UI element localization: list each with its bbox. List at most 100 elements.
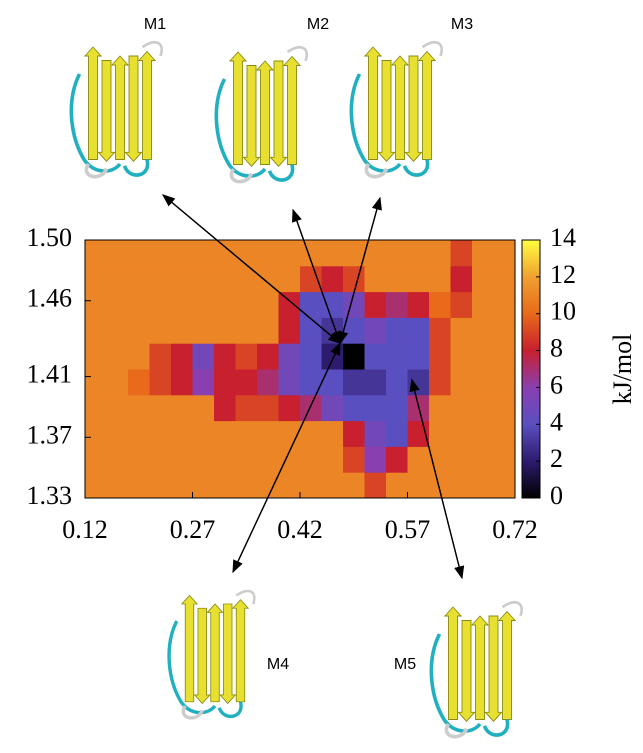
heat-cell: [278, 394, 301, 422]
heat-cell: [300, 265, 322, 293]
heat-cell: [214, 317, 236, 344]
heat-cell: [472, 317, 494, 344]
y-tick-label: 1.33: [27, 481, 73, 510]
heat-cell: [472, 472, 494, 499]
heat-cell: [321, 420, 344, 447]
heat-cell: [257, 317, 279, 344]
heat-cell: [128, 472, 150, 499]
colorbar-tick-label: 0: [550, 481, 563, 510]
beta-strand: [417, 50, 437, 160]
heat-cell: [493, 240, 516, 267]
heat-cell: [128, 369, 150, 396]
heat-cell: [149, 265, 172, 293]
heat-cell: [149, 369, 172, 396]
heat-cell: [364, 317, 387, 344]
heat-cell: [171, 317, 193, 344]
beta-strand: [137, 50, 157, 160]
heat-cell: [85, 343, 107, 370]
heat-cell: [171, 369, 193, 396]
loop: [167, 620, 217, 715]
heat-cell: [192, 240, 215, 267]
heat-cell: [386, 420, 408, 447]
heat-cell: [386, 369, 408, 396]
beta-strand: [231, 599, 250, 703]
beta-strand: [377, 60, 396, 162]
heat-cell: [386, 446, 408, 473]
heat-cell: [300, 369, 322, 396]
heat-cell: [343, 446, 365, 473]
loop: [229, 168, 254, 184]
heat-cell: [364, 291, 387, 318]
beta-strand: [269, 60, 288, 167]
heat-cell: [407, 317, 430, 344]
heat-cell: [407, 291, 430, 318]
heat-cell: [235, 343, 258, 370]
heat-cell: [493, 265, 516, 293]
x-tick-label: 0.12: [62, 515, 108, 544]
loop: [286, 45, 308, 62]
heat-cell: [321, 394, 344, 422]
heat-cell: [278, 472, 301, 499]
heat-cell: [192, 265, 215, 293]
heat-cell: [429, 394, 451, 422]
heat-cell: [343, 343, 365, 370]
heat-cell: [450, 369, 473, 396]
heat-cell: [429, 240, 451, 267]
heat-cell: [450, 291, 473, 318]
heat-cell: [472, 265, 494, 293]
heat-cell: [192, 472, 215, 499]
heat-cell: [386, 343, 408, 370]
heat-cell: [364, 369, 387, 396]
heat-cell: [278, 446, 301, 473]
heat-cell: [450, 343, 473, 370]
heat-cell: [278, 291, 301, 318]
heat-cell: [407, 420, 430, 447]
heat-cell: [300, 291, 322, 318]
y-tick-label: 1.41: [27, 360, 73, 389]
heat-cell: [278, 317, 301, 344]
beta-strand: [457, 620, 476, 722]
beta-strand: [83, 46, 103, 160]
heat-cell: [343, 420, 365, 447]
loop: [444, 723, 469, 739]
heat-cell: [343, 369, 365, 396]
annotation-label: M5: [394, 656, 416, 673]
loop: [421, 40, 443, 57]
heat-cell: [149, 420, 172, 447]
colorbar-tick-label: 12: [550, 260, 576, 289]
heat-cell: [235, 317, 258, 344]
y-tick-label: 1.46: [27, 284, 73, 313]
heat-cell: [149, 291, 172, 318]
heat-cell: [128, 420, 150, 447]
annotation-label: M3: [451, 16, 473, 33]
heat-cell: [149, 317, 172, 344]
loop: [349, 73, 402, 173]
beta-strand: [219, 603, 237, 705]
heat-cell: [343, 472, 365, 499]
heat-cell: [278, 369, 301, 396]
colorbar-tick-label: 2: [550, 444, 563, 473]
x-tick-label: 0.72: [492, 515, 538, 544]
protein-structure: [349, 40, 443, 179]
beta-strand: [255, 60, 275, 165]
beta-strand: [180, 594, 199, 703]
protein-structure: [69, 40, 163, 179]
heat-cell: [192, 369, 215, 396]
heat-cell: [300, 317, 322, 344]
colorbar-tick-label: 14: [550, 223, 576, 252]
heat-cell: [364, 240, 387, 267]
annotation-arrow: [411, 379, 465, 580]
heat-cell: [257, 369, 279, 396]
annotation-arrow: [162, 194, 341, 344]
heat-cell: [192, 420, 215, 447]
heat-cell: [85, 265, 107, 293]
colorbar: [521, 239, 541, 499]
heat-cell: [429, 265, 451, 293]
heat-cell: [429, 291, 451, 318]
heat-cell: [106, 472, 129, 499]
heat-cell: [407, 472, 430, 499]
loop: [235, 589, 256, 605]
heat-cell: [321, 472, 344, 499]
annotation-label: M1: [144, 16, 166, 33]
heat-cell: [450, 420, 473, 447]
